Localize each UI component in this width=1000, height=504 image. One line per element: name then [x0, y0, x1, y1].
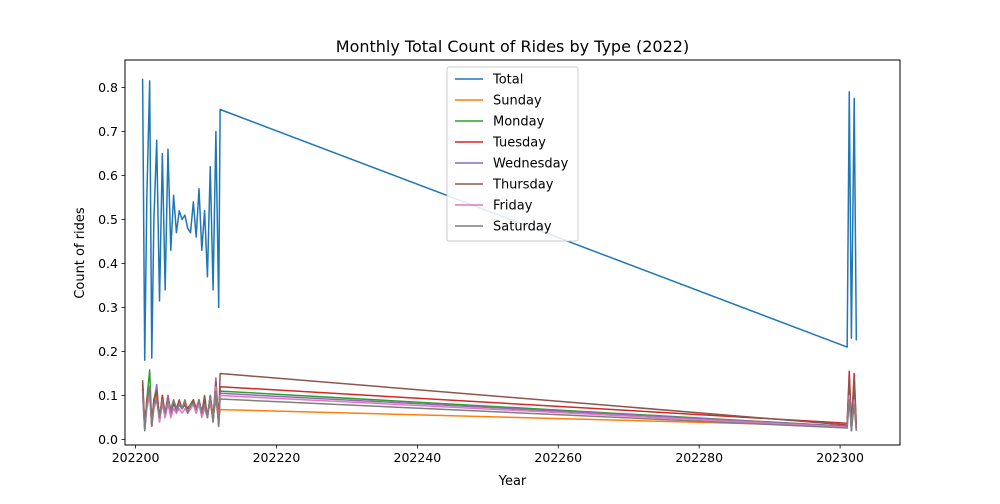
x-tick-label: 202300: [816, 450, 864, 465]
y-tick-label: 0.3: [98, 300, 118, 315]
series-layer: [141, 78, 858, 432]
x-axis-label: Year: [498, 474, 527, 489]
y-tick-label: 0.5: [98, 212, 118, 227]
legend-label-thursday: Thursday: [492, 178, 554, 193]
legend-label-monday: Monday: [493, 115, 545, 130]
legend-label-sunday: Sunday: [493, 94, 542, 109]
legend-box: [446, 66, 579, 242]
y-tick-label: 0.8: [98, 80, 118, 95]
x-tick-label: 202260: [534, 450, 582, 465]
y-tick-label: 0.0: [98, 432, 118, 447]
legend-label-saturday: Saturday: [493, 220, 552, 235]
y-tick-label: 0.7: [98, 124, 118, 139]
legend-label-tuesday: Tuesday: [492, 136, 546, 151]
y-tick-label: 0.4: [98, 256, 118, 271]
series-line-total: [141, 78, 858, 362]
legend-label-wednesday: Wednesday: [493, 157, 569, 172]
legend-label-friday: Friday: [493, 199, 533, 214]
x-tick-label: 202280: [675, 450, 723, 465]
series-line-saturday: [141, 385, 858, 432]
y-axis-label: Count of rides: [73, 207, 88, 299]
legend: Total Sunday Monday Tuesday Wednesday Thursda…: [446, 66, 579, 242]
chart-title: Monthly Total Count of Rides by Type (20…: [336, 37, 689, 56]
x-tick-label: 202240: [394, 450, 442, 465]
x-tick-label: 202220: [253, 450, 301, 465]
y-tick-label: 0.6: [98, 168, 118, 183]
legend-label-total: Total: [492, 73, 523, 88]
plot-frame: [124, 59, 901, 446]
x-tick-label: 202200: [112, 450, 160, 465]
ticks-layer: 202200 202220 202240 202260 202280 202300 0.0 0…: [98, 80, 864, 465]
y-tick-label: 0.1: [98, 388, 118, 403]
y-tick-label: 0.2: [98, 344, 118, 359]
